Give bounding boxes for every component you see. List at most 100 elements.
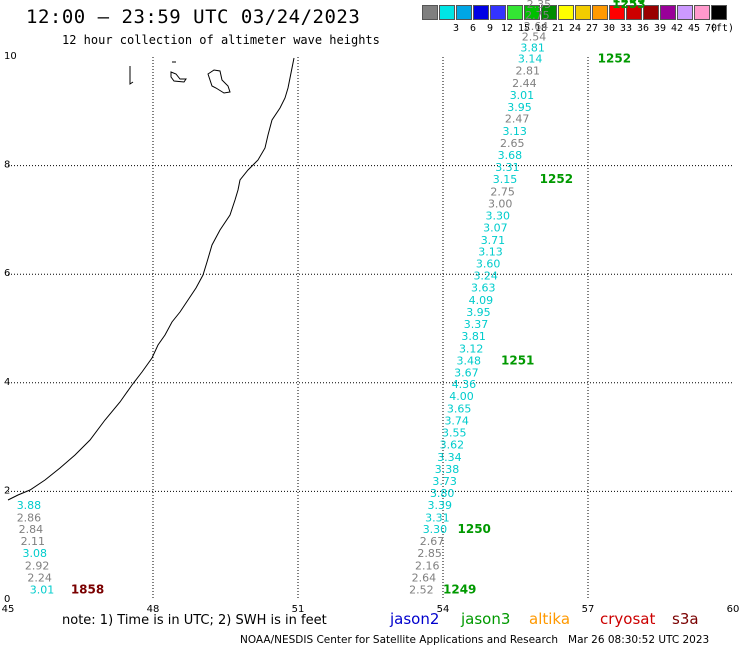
sat-s3a: s3a bbox=[672, 610, 699, 628]
wave-height-label: 3.95 bbox=[466, 306, 491, 319]
lon-tick-label: 45 bbox=[2, 604, 15, 615]
lon-tick-label: 57 bbox=[582, 604, 595, 615]
lon-tick-label: 60 bbox=[727, 604, 740, 615]
wave-height-label: 3.13 bbox=[502, 125, 527, 138]
wave-height-label: 2.16 bbox=[415, 560, 440, 573]
wave-height-label: 2.75 bbox=[490, 185, 515, 198]
wave-height-label: 2.47 bbox=[505, 113, 530, 126]
legend-swatch bbox=[524, 5, 540, 20]
wave-height-label: 3.67 bbox=[454, 366, 479, 379]
wave-height-label: 2.52 bbox=[409, 583, 434, 596]
wave-height-label: 3.31 bbox=[495, 161, 520, 174]
coastline bbox=[7, 57, 295, 501]
legend-swatch bbox=[558, 5, 574, 20]
wave-height-label: 3.68 bbox=[498, 149, 523, 162]
somaliland-islands bbox=[129, 61, 231, 94]
legend-swatch bbox=[643, 5, 659, 20]
wave-height-label: 3.07 bbox=[483, 221, 508, 234]
sat-jason3: jason3 bbox=[461, 610, 511, 628]
lon-tick-label: 48 bbox=[147, 604, 160, 615]
pass-time-label: 1250 bbox=[458, 522, 491, 536]
wave-height-label: 3.37 bbox=[464, 318, 489, 331]
pass-time-label: 1858 bbox=[71, 582, 104, 596]
observations: 3.882.862.842.113.082.922.243.01 2.522.64… bbox=[17, 0, 554, 596]
lat-tick-label: 4 bbox=[4, 377, 10, 388]
legend-swatch bbox=[439, 5, 455, 20]
axis-ticks: 45 48 51 54 57 60 0 2 4 6 8 10 bbox=[2, 51, 740, 615]
wave-height-label: 3.01 bbox=[510, 89, 535, 102]
wave-height-label: 3.48 bbox=[457, 354, 482, 367]
wave-height-label: 3.30 bbox=[423, 523, 448, 536]
legend-label: 36 bbox=[636, 23, 650, 34]
wave-height-label: 3.88 bbox=[17, 499, 42, 512]
legend-swatch bbox=[456, 5, 472, 20]
island-3 bbox=[207, 69, 231, 94]
wave-height-label: 3.39 bbox=[428, 499, 453, 512]
color-legend: 3 6 9 12 15 18 21 24 27 30 33 36 39 42 45 70 (ft) bbox=[422, 5, 735, 35]
wave-height-label: 4.36 bbox=[452, 378, 477, 391]
wave-height-label: 3.81 bbox=[520, 42, 545, 55]
lat-tick-label: 0 bbox=[4, 594, 10, 605]
wave-height-label: 2.65 bbox=[500, 137, 525, 150]
legend-label: 45 bbox=[687, 23, 701, 34]
wave-height-label: 3.81 bbox=[461, 330, 486, 343]
wave-height-label: 3.62 bbox=[440, 439, 465, 452]
lon-tick-label: 51 bbox=[292, 604, 305, 615]
legend-label: 42 bbox=[670, 23, 684, 34]
sat-cryosat: cryosat bbox=[600, 610, 656, 628]
pass-time-label: 1252 bbox=[598, 51, 631, 65]
wave-height-label: 2.24 bbox=[27, 572, 52, 585]
legend-label: 27 bbox=[585, 23, 599, 34]
page-title: 12:00 – 23:59 UTC 03/24/2023 bbox=[26, 6, 361, 28]
footer-note: note: 1) Time is in UTC; 2) SWH is in fe… bbox=[62, 613, 327, 628]
wave-height-label: 3.30 bbox=[486, 209, 511, 222]
pass-time-label: 1253 bbox=[612, 0, 645, 6]
wave-height-label: 2.54 bbox=[522, 31, 547, 44]
wave-height-label: 2.92 bbox=[25, 560, 49, 573]
legend-swatch bbox=[677, 5, 693, 20]
lat-tick-label: 8 bbox=[4, 160, 10, 171]
wave-height-label: 2.81 bbox=[516, 64, 541, 77]
wave-height-label: 3.80 bbox=[430, 487, 455, 500]
legend-swatch bbox=[711, 5, 727, 20]
legend-label: 9 bbox=[486, 23, 494, 34]
wave-height-label: 3.63 bbox=[471, 282, 496, 295]
wave-height-label: 3.38 bbox=[435, 463, 460, 476]
legend-swatch bbox=[473, 5, 489, 20]
page-subtitle: 12 hour collection of altimeter wave hei… bbox=[62, 33, 380, 47]
legend-unit: (ft) bbox=[710, 23, 735, 34]
lon-tick-label: 54 bbox=[437, 604, 450, 615]
pass-labels: 18581249125012511252125212531253 bbox=[71, 0, 646, 596]
island-1 bbox=[129, 66, 134, 85]
legend-label: 39 bbox=[653, 23, 667, 34]
lat-tick-label: 6 bbox=[4, 268, 10, 279]
wave-height-label: 3.12 bbox=[459, 342, 484, 355]
wave-height-label: 3.31 bbox=[425, 511, 450, 524]
legend-swatch bbox=[609, 5, 625, 20]
wave-height-label: 2.35 bbox=[527, 0, 552, 11]
wave-height-label: 3.01 bbox=[30, 583, 55, 596]
wave-height-label: 2.64 bbox=[524, 20, 549, 33]
island-2 bbox=[170, 71, 187, 83]
graticule bbox=[8, 57, 733, 600]
wave-height-label: 3.71 bbox=[481, 234, 506, 247]
lat-tick-label: 2 bbox=[4, 485, 10, 496]
wave-height-label: 3.08 bbox=[23, 547, 48, 560]
wave-height-label: 4.09 bbox=[469, 294, 494, 307]
wave-height-label: 2.85 bbox=[417, 547, 442, 560]
wave-height-label: 2.67 bbox=[420, 535, 445, 548]
legend-swatch bbox=[507, 5, 523, 20]
wave-height-label: 3.14 bbox=[518, 52, 543, 65]
wave-height-label: 3.95 bbox=[507, 101, 532, 114]
wave-height-label: 3.13 bbox=[478, 246, 503, 259]
wave-height-label: 2.75 bbox=[525, 9, 550, 22]
wave-height-label: 3.74 bbox=[444, 415, 469, 428]
legend-swatch bbox=[592, 5, 608, 20]
legend-swatch bbox=[541, 5, 557, 20]
wave-height-label: 3.00 bbox=[488, 197, 513, 210]
lat-tick-label: 10 bbox=[4, 51, 17, 62]
wave-height-label: 2.44 bbox=[512, 77, 537, 90]
wave-height-label: 3.60 bbox=[476, 258, 501, 271]
legend-label: 3 bbox=[452, 23, 460, 34]
